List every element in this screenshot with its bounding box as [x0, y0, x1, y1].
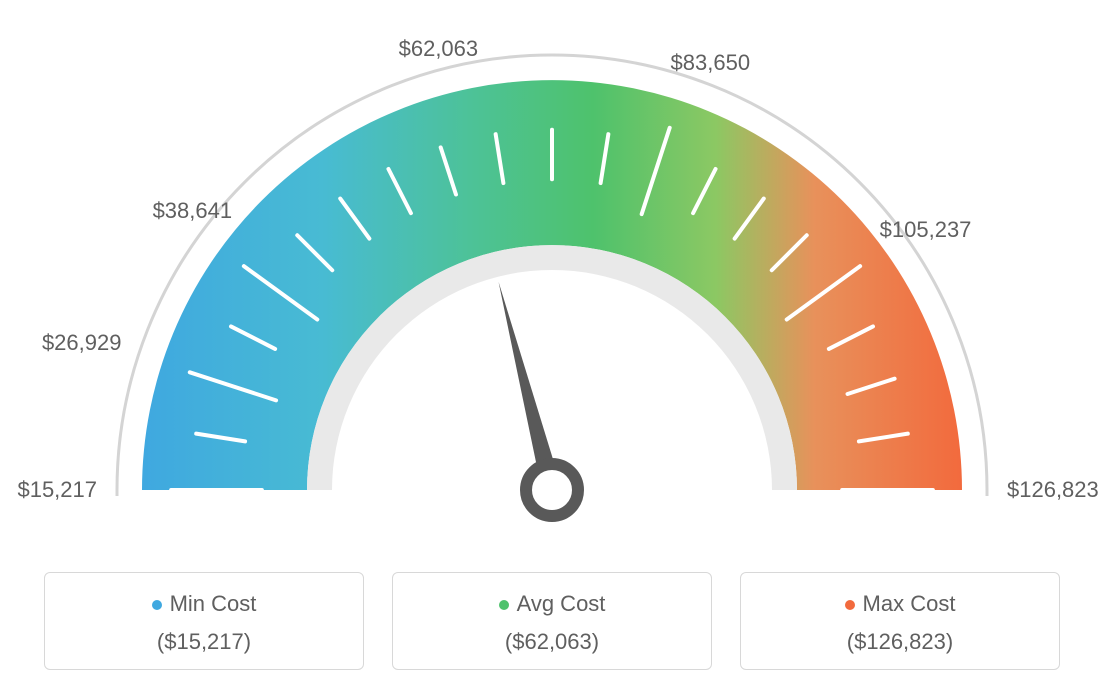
gauge-tick-label: $15,217: [17, 477, 97, 503]
legend-row: Min Cost ($15,217) Avg Cost ($62,063) Ma…: [0, 572, 1104, 670]
gauge-tick-label: $126,823: [1007, 477, 1099, 503]
legend-min-value: ($15,217): [55, 629, 353, 655]
legend-min-title: Min Cost: [55, 591, 353, 617]
dot-icon: [845, 600, 855, 610]
legend-max-title: Max Cost: [751, 591, 1049, 617]
gauge-tick-label: $105,237: [880, 217, 972, 243]
legend-max-value: ($126,823): [751, 629, 1049, 655]
dot-icon: [152, 600, 162, 610]
gauge-svg: [0, 0, 1104, 540]
gauge-tick-label: $83,650: [671, 50, 751, 76]
legend-max-label: Max Cost: [863, 591, 956, 616]
legend-avg-label: Avg Cost: [517, 591, 606, 616]
dot-icon: [499, 600, 509, 610]
legend-avg-value: ($62,063): [403, 629, 701, 655]
legend-min-label: Min Cost: [170, 591, 257, 616]
legend-avg-title: Avg Cost: [403, 591, 701, 617]
gauge-tick-label: $38,641: [153, 198, 233, 224]
legend-card-avg: Avg Cost ($62,063): [392, 572, 712, 670]
gauge-tick-label: $62,063: [399, 36, 479, 62]
gauge-tick-label: $26,929: [42, 330, 122, 356]
legend-card-min: Min Cost ($15,217): [44, 572, 364, 670]
legend-card-max: Max Cost ($126,823): [740, 572, 1060, 670]
cost-gauge: $15,217 $26,929 $38,641 $62,063 $83,650 $105,…: [0, 0, 1104, 540]
